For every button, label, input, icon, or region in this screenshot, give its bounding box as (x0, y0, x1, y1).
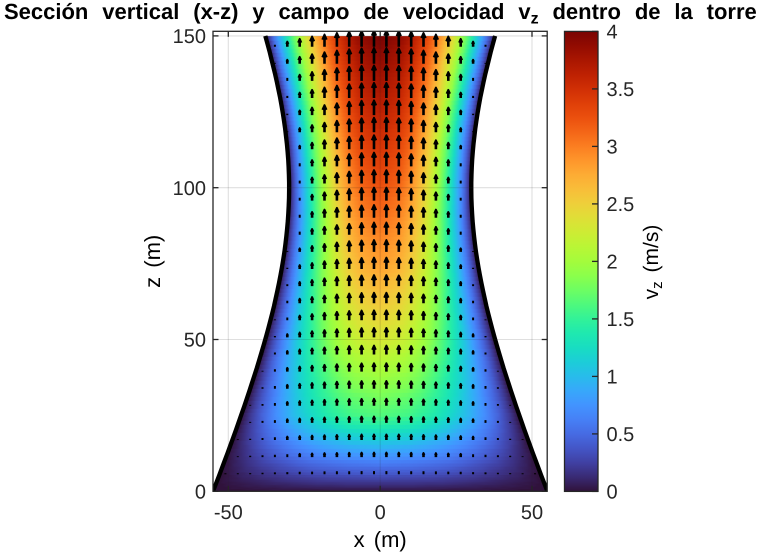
svg-text:150: 150 (173, 26, 206, 48)
svg-text:0: 0 (375, 502, 386, 524)
svg-text:1: 1 (607, 367, 618, 389)
svg-text:0: 0 (607, 482, 618, 504)
svg-text:4: 4 (607, 22, 618, 44)
svg-text:x (m): x (m) (354, 527, 407, 552)
svg-text:z (m): z (m) (140, 235, 165, 288)
svg-text:3: 3 (607, 137, 618, 159)
svg-text:50: 50 (184, 330, 206, 352)
svg-text:-50: -50 (214, 502, 243, 524)
svg-text:Sección vertical (x-z) y campo: Sección vertical (x-z) y campo de veloci… (4, 0, 757, 28)
svg-text:3.5: 3.5 (607, 79, 635, 101)
svg-text:0: 0 (195, 482, 206, 504)
svg-text:2: 2 (607, 252, 618, 274)
svg-text:0.5: 0.5 (607, 424, 635, 446)
svg-text:50: 50 (521, 502, 543, 524)
svg-text:100: 100 (173, 178, 206, 200)
svg-text:1.5: 1.5 (607, 309, 635, 331)
svg-text:2.5: 2.5 (607, 194, 635, 216)
